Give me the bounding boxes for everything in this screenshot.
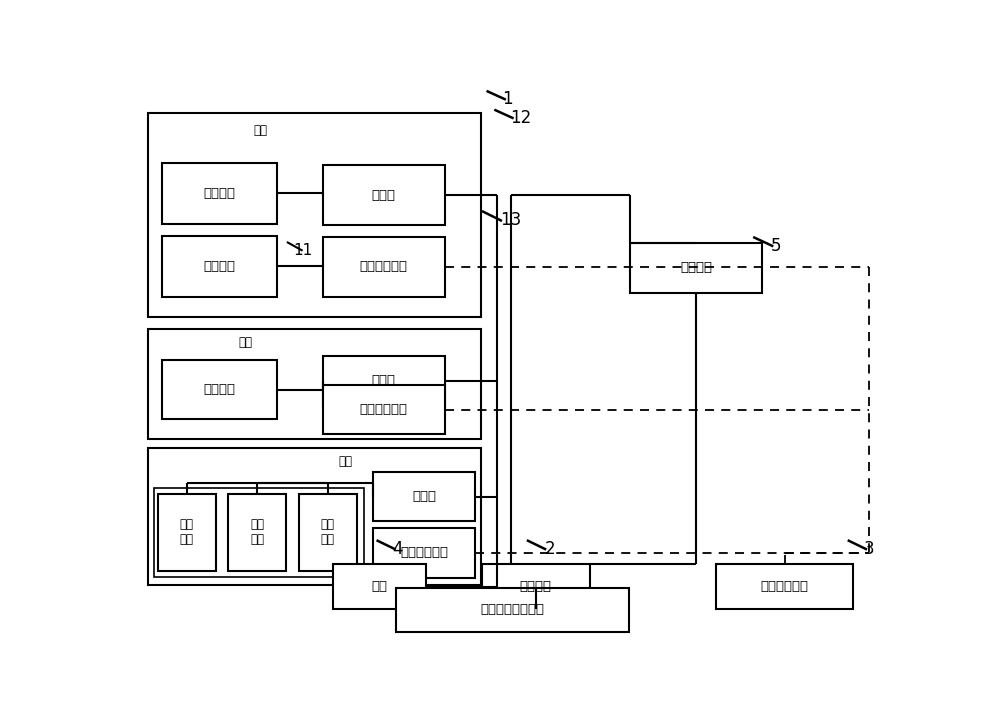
Text: 电源: 电源 bbox=[238, 336, 252, 349]
Text: 2: 2 bbox=[544, 540, 555, 558]
Bar bbox=[630, 243, 762, 293]
Text: 11: 11 bbox=[294, 243, 313, 258]
Text: 1: 1 bbox=[503, 90, 513, 108]
Text: 发电
机组: 发电 机组 bbox=[250, 518, 264, 546]
Bar bbox=[333, 564, 426, 609]
Bar bbox=[323, 356, 445, 406]
Text: 第一控制模块: 第一控制模块 bbox=[761, 580, 809, 593]
Bar bbox=[162, 163, 277, 223]
Text: 13: 13 bbox=[500, 211, 522, 229]
Text: 发电
机组: 发电 机组 bbox=[321, 518, 335, 546]
Text: 发电机组: 发电机组 bbox=[204, 383, 236, 396]
Bar bbox=[716, 564, 853, 609]
Text: 电源: 电源 bbox=[339, 455, 353, 468]
Text: 并机柜: 并机柜 bbox=[372, 188, 396, 202]
Bar bbox=[323, 165, 445, 225]
Bar bbox=[323, 237, 445, 296]
Text: 并机柜: 并机柜 bbox=[372, 374, 396, 387]
Text: 压裂井场作业设备: 压裂井场作业设备 bbox=[480, 603, 544, 616]
Bar bbox=[373, 528, 475, 578]
Bar bbox=[148, 448, 481, 585]
Bar bbox=[162, 360, 277, 420]
Text: 第二控制模块: 第二控制模块 bbox=[360, 260, 408, 274]
Text: 电源: 电源 bbox=[254, 124, 268, 137]
Bar bbox=[154, 488, 364, 576]
Bar bbox=[158, 494, 216, 571]
Text: 发电机组: 发电机组 bbox=[204, 187, 236, 200]
Text: 配电设备: 配电设备 bbox=[520, 580, 552, 593]
Bar bbox=[148, 113, 481, 317]
Bar bbox=[323, 384, 445, 435]
Text: 5: 5 bbox=[771, 237, 781, 255]
Bar bbox=[396, 588, 629, 632]
Text: 第二控制模块: 第二控制模块 bbox=[400, 546, 448, 559]
Text: 12: 12 bbox=[510, 109, 531, 127]
Text: 发电机组: 发电机组 bbox=[204, 260, 236, 273]
Bar bbox=[299, 494, 357, 571]
Bar bbox=[148, 329, 481, 439]
Text: 3: 3 bbox=[864, 540, 874, 558]
Text: 电网: 电网 bbox=[371, 580, 387, 593]
Text: 4: 4 bbox=[393, 540, 403, 558]
Text: 发电
机组: 发电 机组 bbox=[180, 518, 194, 546]
Text: 第二控制模块: 第二控制模块 bbox=[360, 403, 408, 416]
Text: 并机柜: 并机柜 bbox=[412, 490, 436, 503]
Bar bbox=[373, 472, 475, 521]
Bar bbox=[162, 236, 277, 296]
Text: 储能装置: 储能装置 bbox=[680, 261, 712, 274]
Bar bbox=[228, 494, 286, 571]
Bar bbox=[482, 564, 590, 609]
